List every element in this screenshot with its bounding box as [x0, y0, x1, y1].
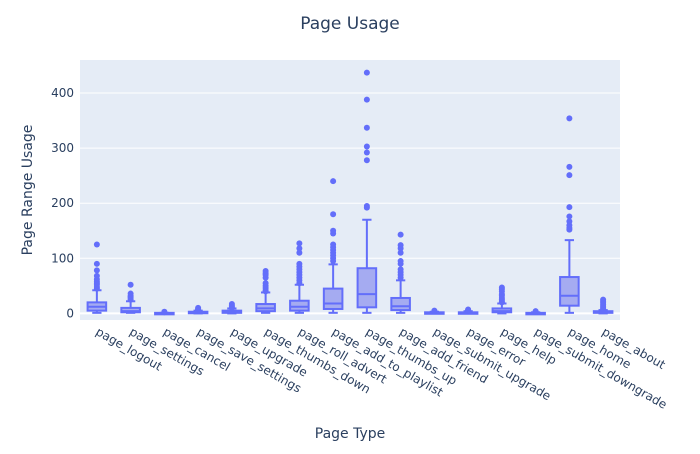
box-page_submit_downgrade: [525, 308, 546, 316]
box-page_add_to_playlist: [322, 178, 344, 314]
outlier-point: [262, 267, 269, 274]
outlier-point: [363, 96, 370, 103]
box-iqr: [356, 267, 378, 309]
outlier-point: [296, 240, 303, 247]
outlier-point: [566, 163, 573, 170]
outlier-point: [161, 308, 168, 315]
chart-title: Page Usage: [300, 14, 400, 34]
box-page_add_friend: [390, 231, 411, 314]
outlier-point: [363, 143, 370, 150]
box-page_thumbs_down: [255, 267, 276, 314]
outlier-point: [566, 204, 573, 211]
y-tick-label: 400: [51, 86, 74, 100]
outlier-point: [363, 124, 370, 131]
outlier-point: [498, 284, 505, 291]
outlier-point: [93, 241, 100, 248]
box-iqr: [289, 299, 310, 312]
outlier-point: [93, 272, 100, 279]
box-page_about: [592, 296, 614, 315]
outlier-point: [397, 266, 404, 273]
plot-area-background: [80, 60, 620, 320]
outlier-point: [397, 231, 404, 238]
outlier-point: [330, 241, 337, 248]
outlier-point: [465, 306, 472, 313]
outlier-point: [363, 149, 370, 156]
outlier-point: [363, 202, 370, 209]
box-page_settings: [120, 281, 141, 314]
outlier-point: [127, 290, 134, 297]
box-page_cancel: [154, 308, 175, 316]
x-axis-ticks: page_logoutpage_settingspage_cancelpage_…: [93, 324, 669, 411]
box-page_upgrade: [221, 301, 243, 315]
box-iqr: [559, 276, 580, 307]
outlier-point: [397, 249, 404, 256]
box-page_save_settings: [187, 304, 209, 315]
y-tick-label: 300: [51, 141, 74, 155]
outlier-point: [397, 242, 404, 249]
outlier-point: [262, 280, 269, 287]
boxes-layer: [86, 69, 614, 316]
box-iqr: [390, 296, 411, 312]
outlier-point: [296, 249, 303, 256]
outlier-point: [397, 258, 404, 265]
outlier-point: [566, 213, 573, 220]
outlier-point: [600, 296, 607, 303]
outlier-point: [532, 308, 539, 315]
outlier-point: [296, 245, 303, 252]
outlier-point: [566, 218, 573, 225]
outlier-point: [296, 260, 303, 267]
outlier-point: [330, 227, 337, 234]
box-page_thumbs_up: [356, 69, 378, 314]
x-tick-label: page_submit_downgrade: [532, 324, 669, 411]
outlier-point: [566, 172, 573, 179]
outlier-point: [363, 157, 370, 164]
outlier-point: [330, 178, 337, 185]
outlier-point: [93, 260, 100, 267]
box-page_logout: [86, 241, 108, 314]
outlier-point: [330, 211, 337, 218]
outlier-point: [431, 307, 438, 314]
box-iqr: [322, 287, 344, 310]
y-tick-label: 100: [51, 251, 74, 265]
outlier-point: [228, 301, 235, 308]
box-page_help: [491, 284, 513, 315]
box-iqr: [120, 306, 141, 314]
outlier-point: [93, 267, 100, 274]
y-axis-title: Page Range Usage: [20, 125, 36, 256]
box-page_error: [457, 306, 479, 315]
box-page_roll_advert: [289, 240, 310, 314]
y-tick-label: 200: [51, 196, 74, 210]
box-page_submit_upgrade: [424, 307, 445, 315]
outlier-point: [127, 281, 134, 288]
x-axis-title: Page Type: [315, 426, 386, 442]
outlier-point: [363, 69, 370, 76]
outlier-point: [566, 115, 573, 122]
box-page_home: [559, 115, 580, 314]
y-tick-label: 0: [66, 306, 74, 320]
y-axis-ticks: 0 100 200 300 400: [51, 86, 74, 320]
outlier-point: [195, 304, 202, 311]
